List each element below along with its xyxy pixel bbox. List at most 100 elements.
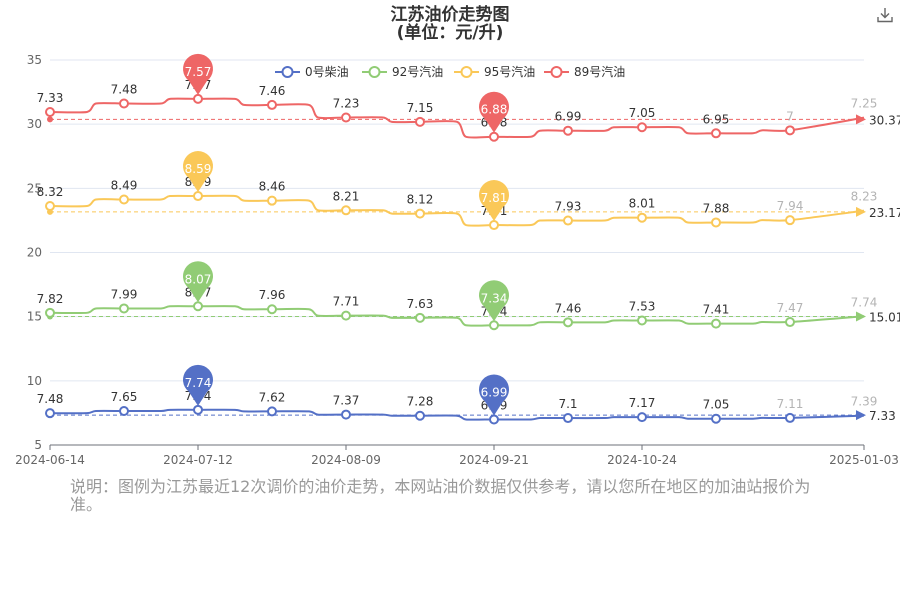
data-point	[45, 408, 55, 419]
data-point	[711, 128, 721, 139]
data-label: 7.46	[259, 84, 286, 98]
y-tick-label: 20	[27, 246, 42, 260]
marker-label: 7.81	[481, 191, 508, 205]
legend-item-2[interactable]: 92号汽油	[362, 64, 443, 79]
marker-pin	[183, 151, 214, 193]
data-point	[45, 106, 55, 117]
x-tick-label: 2024-06-14	[15, 453, 85, 467]
chart-title: 江苏油价走势图	[391, 4, 510, 25]
data-point	[267, 304, 277, 315]
data-label: 7.93	[555, 200, 582, 214]
data-point	[563, 125, 573, 136]
data-label: 8.49	[111, 178, 138, 192]
data-point	[267, 99, 277, 110]
legend-symbol	[368, 66, 381, 78]
marker-label: 6.88	[481, 103, 508, 117]
data-label: 7.33	[37, 91, 64, 105]
data-point	[193, 93, 203, 104]
data-label: 7.71	[333, 295, 360, 309]
data-point	[489, 414, 499, 425]
average-label: 15.01	[869, 311, 900, 325]
marker-pin	[479, 280, 510, 322]
data-point	[267, 195, 277, 206]
legend-symbol	[281, 66, 294, 78]
data-point	[193, 301, 203, 312]
data-point	[341, 112, 351, 123]
data-point	[563, 215, 573, 226]
legend[interactable]: 0号柴油 92号汽油 95号汽油 89号汽油	[275, 64, 625, 79]
data-label: 7	[786, 109, 794, 123]
legend-label: 89号汽油	[574, 64, 625, 79]
data-label: 7.88	[703, 201, 730, 215]
data-point	[637, 315, 647, 326]
max-marker: 8.07	[183, 261, 213, 303]
data-point	[711, 318, 721, 329]
min-marker: 6.88	[478, 91, 510, 133]
download-icon[interactable]	[876, 6, 894, 24]
data-label: 7.23	[333, 96, 360, 110]
data-label: 7.99	[111, 287, 138, 301]
max-marker: 7.74	[183, 364, 213, 406]
data-point	[119, 303, 129, 314]
average-label: 23.17	[869, 206, 900, 220]
data-point	[489, 220, 499, 231]
data-point	[119, 98, 129, 109]
y-tick-label: 10	[27, 374, 42, 388]
data-point	[785, 317, 795, 328]
data-point	[193, 404, 203, 415]
data-label: 7.46	[555, 301, 582, 315]
data-point	[415, 410, 425, 421]
y-tick-label: 25	[27, 181, 42, 195]
legend-label: 92号汽油	[392, 64, 443, 79]
data-label: 8.12	[407, 193, 434, 207]
marker-pin	[479, 180, 510, 222]
data-point	[415, 116, 425, 127]
marker-label: 8.07	[185, 272, 212, 286]
data-point	[341, 205, 351, 216]
data-label: 6.95	[703, 112, 730, 126]
footnote: 说明：图例为江苏最近12次调价的油价走势，本网站油价数据仅供参考，请以您所在地区…	[70, 477, 811, 514]
average-line-arrow	[856, 114, 866, 125]
series-line-1	[49, 408, 865, 421]
legend-item-4[interactable]: 89号汽油	[544, 64, 625, 79]
legend-item-1[interactable]: 0号柴油	[275, 65, 349, 79]
legend-label: 95号汽油	[484, 64, 535, 79]
marker-pin	[183, 261, 213, 303]
marker-pin	[183, 364, 213, 406]
data-label: 8.23	[851, 190, 878, 204]
legend-item-3[interactable]: 95号汽油	[454, 64, 535, 79]
marker-pin	[183, 53, 214, 95]
data-point	[637, 412, 647, 423]
data-label: 7.05	[703, 398, 730, 412]
max-min-markers: 7.74 6.99 8.07 7.34 8.59 7.81 7.57 6.88	[183, 53, 510, 416]
data-point	[711, 413, 721, 424]
data-label: 8.46	[259, 180, 286, 194]
x-tick-label: 2024-10-24	[607, 453, 677, 467]
data-point	[637, 212, 647, 223]
data-label: 7.65	[111, 390, 138, 404]
data-point	[45, 307, 55, 318]
data-point	[785, 412, 795, 423]
chart-subtitle: (单位：元/升)	[397, 22, 504, 43]
data-label: 7.15	[407, 101, 434, 115]
legend-label: 0号柴油	[305, 65, 349, 79]
average-label: 30.37	[869, 113, 900, 127]
data-point	[785, 125, 795, 136]
data-point	[45, 201, 55, 212]
y-tick-label: 35	[27, 53, 42, 67]
data-label: 6.99	[555, 110, 582, 124]
data-label: 8.21	[333, 189, 360, 203]
data-point	[563, 413, 573, 424]
data-label: 7.96	[259, 288, 286, 302]
data-point	[415, 312, 425, 323]
series-lines	[45, 93, 865, 425]
data-point	[193, 191, 203, 202]
data-label: 7.39	[851, 395, 878, 409]
data-label: 7.62	[259, 390, 286, 404]
marker-pin	[479, 374, 510, 416]
y-tick-label: 15	[27, 310, 42, 324]
marker-label: 7.57	[185, 65, 212, 79]
max-marker: 8.59	[183, 151, 214, 193]
data-label: 7.48	[37, 392, 64, 406]
data-label: 7.48	[111, 83, 138, 97]
